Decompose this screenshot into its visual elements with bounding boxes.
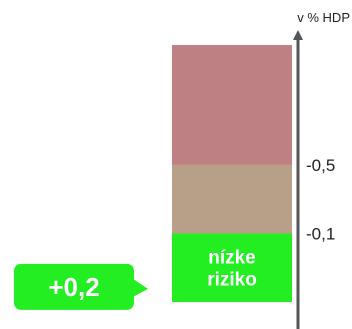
risk-band-top-cap bbox=[172, 45, 292, 65]
callout-pointer bbox=[133, 278, 148, 297]
callout-value-label: +0,2 bbox=[48, 272, 99, 302]
risk-band-0 bbox=[172, 233, 292, 302]
axis-labels: v % HDP -0,5 -0,1 bbox=[297, 10, 350, 243]
value-callout: +0,2 bbox=[14, 263, 148, 310]
band-label-0-0: nízke bbox=[208, 248, 256, 269]
callout-box bbox=[14, 263, 134, 310]
axis-unit-label: v % HDP bbox=[297, 10, 350, 25]
band-label-0-1: riziko bbox=[207, 270, 257, 291]
value-axis bbox=[293, 30, 303, 329]
risk-band-1 bbox=[172, 164, 292, 234]
tick-label-0: -0,5 bbox=[306, 156, 335, 175]
axis-arrowhead bbox=[293, 30, 303, 40]
tick-label-1: -0,1 bbox=[306, 224, 335, 243]
